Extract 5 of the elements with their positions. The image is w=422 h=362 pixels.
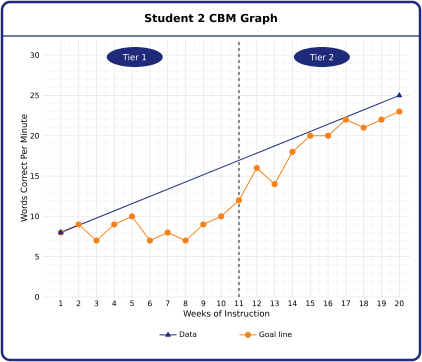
annotation: Tier 1 bbox=[122, 54, 146, 60]
x-axis-title: Weeks of Instruction bbox=[183, 310, 270, 317]
y-axis-title: Words Correct Per Minute bbox=[20, 114, 28, 222]
annotation: Tier 2 bbox=[310, 54, 334, 60]
chart-title: Student 2 CBM Graph bbox=[145, 14, 277, 24]
